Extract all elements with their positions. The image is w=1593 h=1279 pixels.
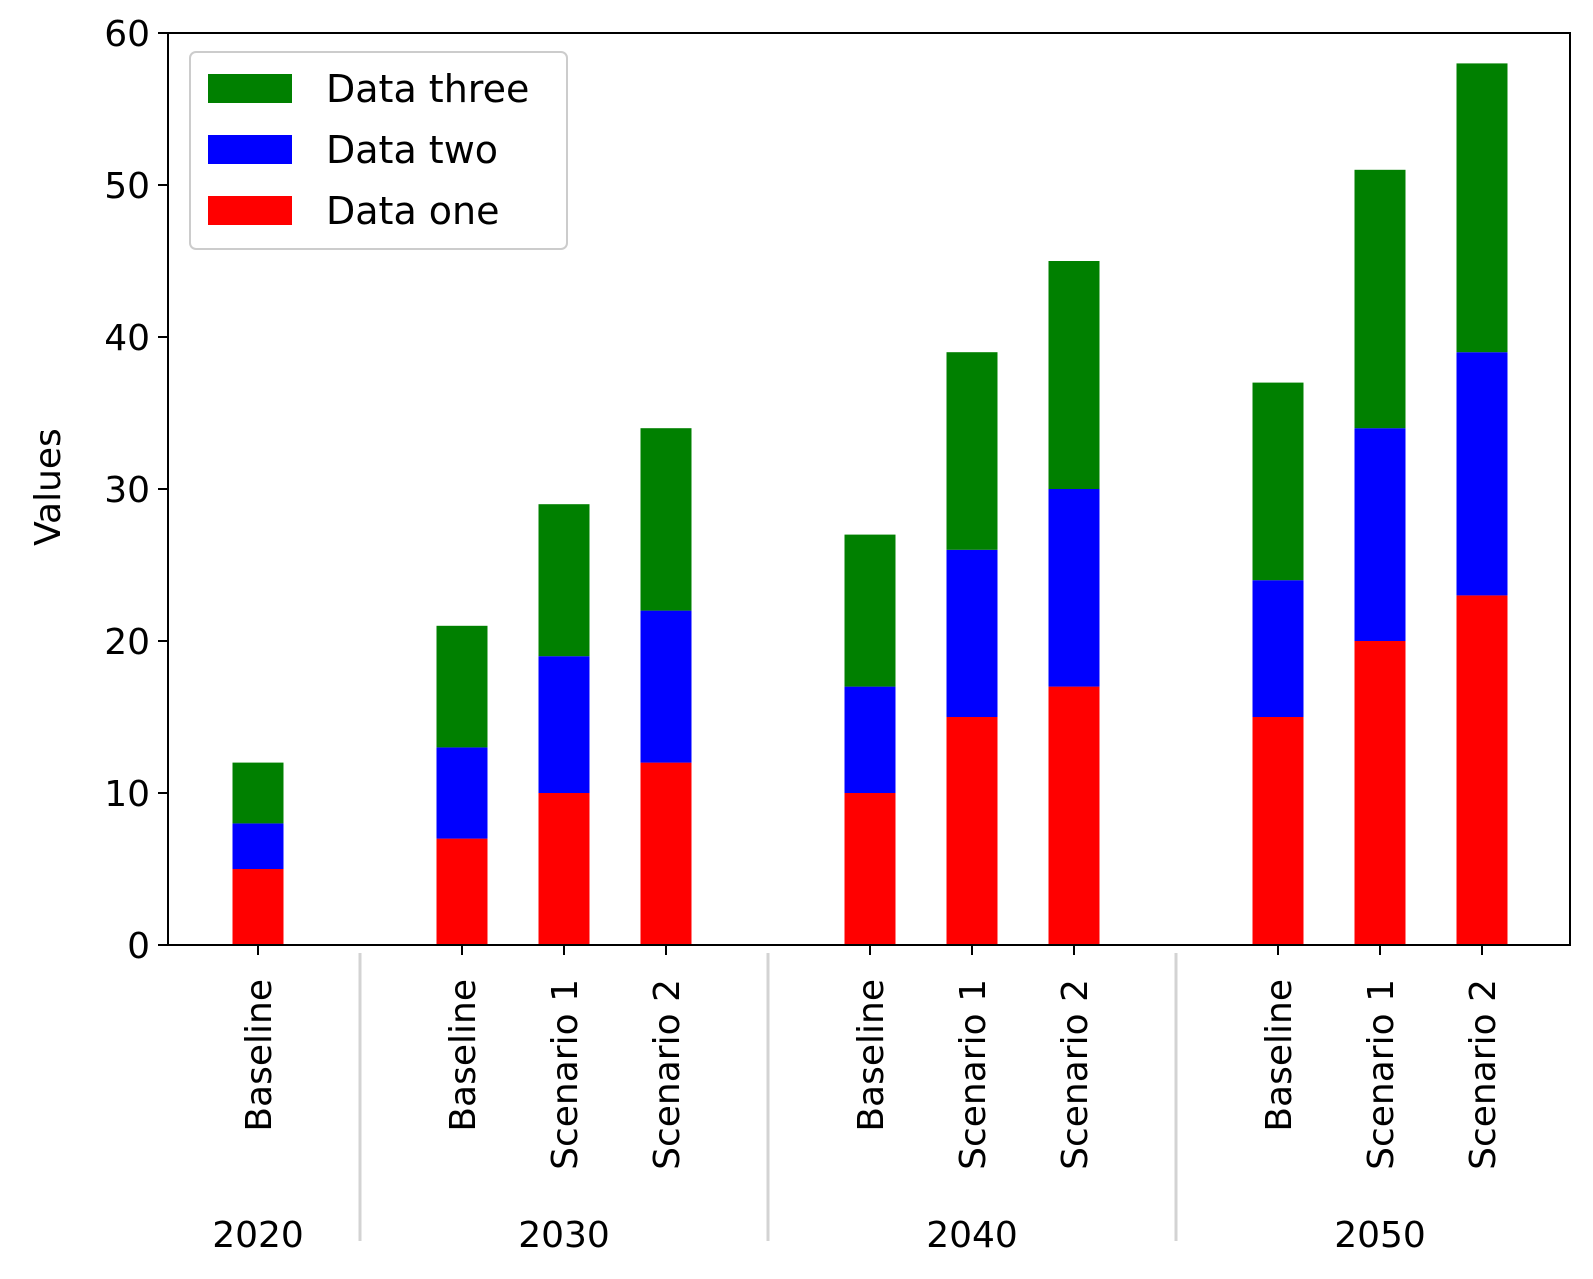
legend-swatch [208,135,292,164]
bar-segment [1456,63,1508,353]
bar-segment [1048,261,1100,489]
bar-segment [232,762,284,824]
bar-segment [946,352,998,550]
category-label: Baseline [851,979,892,1132]
bar-segment [1456,595,1508,945]
y-axis-label: Values [28,428,69,546]
category-label: Scenario 2 [1055,979,1096,1170]
bar-segment [232,869,284,945]
y-tick-label: 20 [104,622,150,663]
category-label: Baseline [239,979,280,1132]
bar-segment [436,838,488,945]
legend-label: Data two [326,128,498,172]
bar-segment [1048,686,1100,945]
legend-label: Data three [326,67,529,111]
y-tick-label: 50 [104,166,150,207]
bar-segment [844,534,896,687]
bar-segment [1252,382,1304,581]
bar-segment [232,823,284,869]
category-label: Baseline [1259,979,1300,1132]
category-label: Scenario 1 [545,979,586,1170]
bar-segment [538,504,590,657]
bar-segment [538,793,590,945]
bar-segment [1354,428,1406,641]
category-label: Scenario 1 [953,979,994,1170]
bar-segment [1252,580,1304,717]
bar-segment [538,656,590,793]
bar-segment [844,793,896,945]
category-label: Scenario 1 [1361,979,1402,1170]
group-label: 2030 [518,1215,610,1256]
legend-swatch [208,74,292,103]
y-tick-label: 60 [104,14,150,55]
bar-segment [436,625,488,748]
bar-segment [640,428,692,611]
category-label: Scenario 2 [1463,979,1504,1170]
bar-segment [436,747,488,839]
legend: Data three Data two Data one [189,51,568,250]
x-axis: Baseline Baseline Scenario 1 Scenario 2 Base… [212,945,1504,1256]
bar-segment [1456,352,1508,596]
bar-segment [1252,717,1304,945]
legend-swatch [208,196,292,225]
bar-segment [946,717,998,945]
bar-segment [1354,169,1406,429]
category-label: Scenario 2 [647,979,688,1170]
bar-segment [946,549,998,717]
y-tick-label: 30 [104,470,150,511]
group-label: 2050 [1334,1215,1426,1256]
plot-frame [167,32,1571,946]
category-label: Baseline [443,979,484,1132]
legend-label: Data one [326,189,500,233]
y-tick-label: 0 [127,926,150,967]
bar-segment [640,610,692,763]
bars-layer [232,63,1508,945]
y-tick-label: 40 [104,318,150,359]
bar-segment [844,686,896,793]
y-tick-label: 10 [104,774,150,815]
bar-segment [640,762,692,945]
group-label: 2020 [212,1215,304,1256]
bar-segment [1354,641,1406,945]
group-label: 2040 [926,1215,1018,1256]
y-axis: 0 10 20 30 40 50 60 [104,14,168,967]
bar-segment [1048,489,1100,687]
